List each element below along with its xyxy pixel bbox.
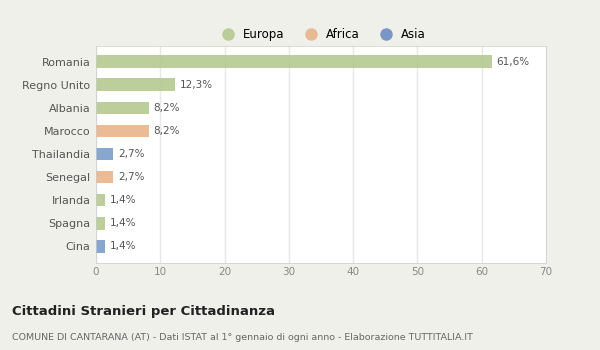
Text: 2,7%: 2,7% [118,172,145,182]
Text: 1,4%: 1,4% [110,195,136,205]
Text: 61,6%: 61,6% [497,57,530,67]
Bar [96,240,105,253]
Bar [96,102,149,114]
Legend: Europa, Africa, Asia: Europa, Africa, Asia [211,23,431,46]
Bar [96,55,492,68]
Text: 12,3%: 12,3% [179,80,212,90]
Text: COMUNE DI CANTARANA (AT) - Dati ISTAT al 1° gennaio di ogni anno - Elaborazione : COMUNE DI CANTARANA (AT) - Dati ISTAT al… [12,332,473,342]
Text: 1,4%: 1,4% [110,241,136,251]
Text: 8,2%: 8,2% [153,126,180,136]
Bar [96,171,113,183]
Bar [96,148,113,160]
Bar [96,194,105,206]
Bar [96,125,149,137]
Bar [96,217,105,230]
Text: 1,4%: 1,4% [110,218,136,228]
Text: 8,2%: 8,2% [153,103,180,113]
Text: Cittadini Stranieri per Cittadinanza: Cittadini Stranieri per Cittadinanza [12,304,275,317]
Bar [96,78,175,91]
Text: 2,7%: 2,7% [118,149,145,159]
